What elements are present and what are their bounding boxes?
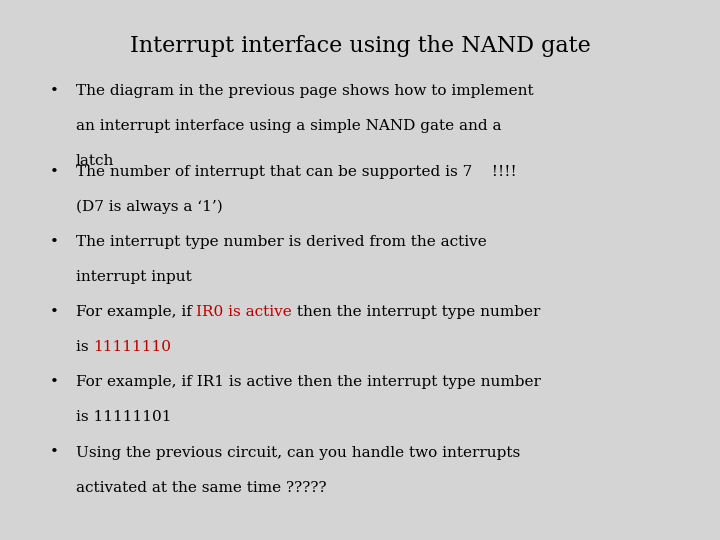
- Text: an interrupt interface using a simple NAND gate and a: an interrupt interface using a simple NA…: [76, 119, 501, 133]
- Text: •: •: [50, 446, 58, 460]
- Text: activated at the same time ?????: activated at the same time ?????: [76, 481, 326, 495]
- Text: latch: latch: [76, 154, 114, 168]
- Text: For example, if: For example, if: [76, 305, 197, 319]
- Text: •: •: [50, 84, 58, 98]
- Text: is: is: [76, 340, 93, 354]
- Text: IR0 is active: IR0 is active: [197, 305, 292, 319]
- Text: Interrupt interface using the NAND gate: Interrupt interface using the NAND gate: [130, 35, 590, 57]
- Text: (D7 is always a ‘1’): (D7 is always a ‘1’): [76, 200, 222, 214]
- Text: then the interrupt type number: then the interrupt type number: [292, 305, 541, 319]
- Text: The diagram in the previous page shows how to implement: The diagram in the previous page shows h…: [76, 84, 534, 98]
- Text: •: •: [50, 165, 58, 179]
- Text: 11111110: 11111110: [93, 340, 171, 354]
- Text: •: •: [50, 305, 58, 319]
- Text: The number of interrupt that can be supported is 7    !!!!: The number of interrupt that can be supp…: [76, 165, 516, 179]
- Text: For example, if IR1 is active then the interrupt type number: For example, if IR1 is active then the i…: [76, 375, 541, 389]
- Text: interrupt input: interrupt input: [76, 270, 192, 284]
- Text: Using the previous circuit, can you handle two interrupts: Using the previous circuit, can you hand…: [76, 446, 520, 460]
- Text: The interrupt type number is derived from the active: The interrupt type number is derived fro…: [76, 235, 486, 249]
- Text: •: •: [50, 235, 58, 249]
- Text: •: •: [50, 375, 58, 389]
- Text: is 11111101: is 11111101: [76, 410, 171, 424]
